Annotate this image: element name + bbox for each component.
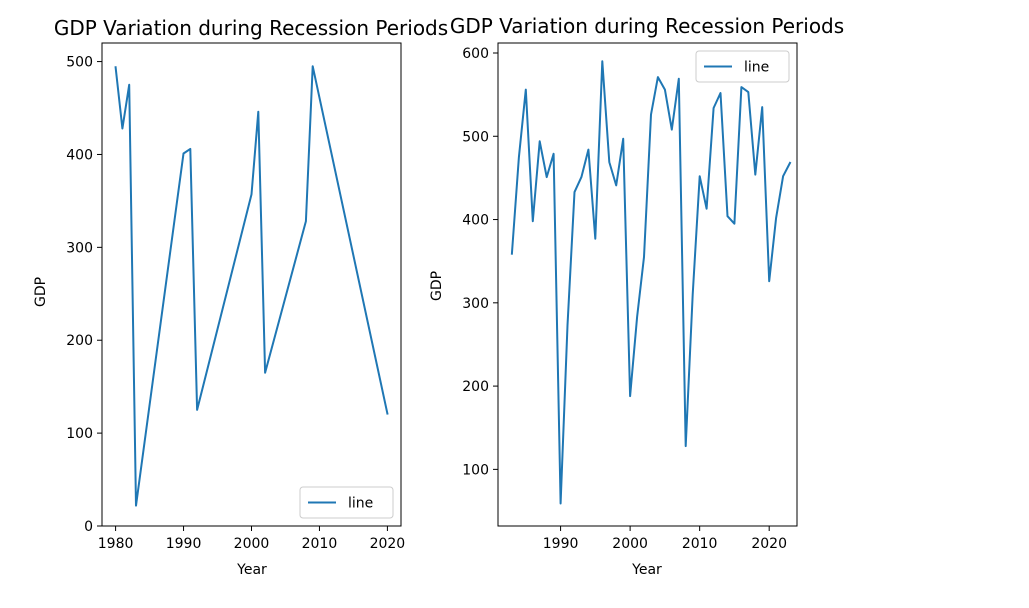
plot-frame xyxy=(101,42,402,527)
right-x-axis-label: Year xyxy=(631,562,662,578)
series-line-0 xyxy=(114,65,389,507)
left-chart-title: GDP Variation during Recession Periods xyxy=(54,16,448,40)
x-tick-label: 2010 xyxy=(302,536,338,552)
legend: line xyxy=(299,486,394,519)
y-tick-label: 0 xyxy=(84,519,93,535)
y-tick-label: 600 xyxy=(462,46,489,62)
plot-frame xyxy=(497,42,798,527)
left-y-axis-label: GDP xyxy=(33,277,49,307)
right-subplot: GDP Variation during Recession Periods Y… xyxy=(429,14,844,578)
y-tick-label: 300 xyxy=(66,240,93,256)
y-tick-label: 400 xyxy=(462,213,489,229)
y-tick-label: 300 xyxy=(462,296,489,312)
y-tick-label: 200 xyxy=(66,333,93,349)
y-tick-label: 200 xyxy=(462,379,489,395)
y-tick-label: 400 xyxy=(66,147,93,163)
left-subplot: GDP Variation during Recession Periods Y… xyxy=(33,16,448,578)
y-tick-label: 100 xyxy=(462,462,489,478)
legend-label: line xyxy=(744,60,769,76)
y-tick-label: 100 xyxy=(66,426,93,442)
legend-box xyxy=(299,486,394,519)
x-tick-label: 2020 xyxy=(370,536,406,552)
y-tick-label: 500 xyxy=(462,129,489,145)
x-tick-label: 1980 xyxy=(98,536,134,552)
x-tick-label: 2020 xyxy=(751,536,787,552)
series-line-0 xyxy=(510,60,792,505)
x-tick-label: 2000 xyxy=(612,536,648,552)
x-tick-label: 2000 xyxy=(234,536,270,552)
legend-label: line xyxy=(348,496,373,512)
legend: line xyxy=(695,50,790,83)
x-tick-label: 1990 xyxy=(166,536,202,552)
right-y-axis-label: GDP xyxy=(429,271,445,301)
x-tick-label: 2010 xyxy=(682,536,718,552)
x-tick-label: 1990 xyxy=(543,536,579,552)
right-chart-title: GDP Variation during Recession Periods xyxy=(450,14,844,38)
y-tick-label: 500 xyxy=(66,55,93,71)
left-x-axis-label: Year xyxy=(236,562,267,578)
legend-box xyxy=(695,50,790,83)
